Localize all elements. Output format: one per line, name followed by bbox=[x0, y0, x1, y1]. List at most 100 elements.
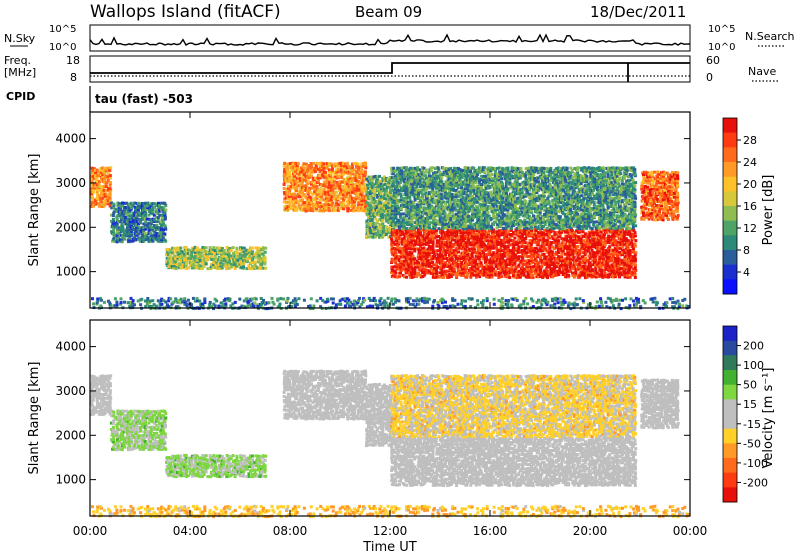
echo-cell bbox=[264, 256, 267, 259]
echo-cell bbox=[453, 265, 456, 268]
echo-cell bbox=[164, 216, 167, 219]
echo-cell bbox=[410, 167, 413, 170]
echo-cell bbox=[557, 239, 560, 242]
echo-cell bbox=[500, 275, 503, 278]
echo-cell bbox=[251, 250, 254, 253]
echo-cell bbox=[190, 253, 193, 256]
echo-cell bbox=[328, 207, 331, 210]
echo-cell bbox=[243, 247, 246, 250]
echo-cell bbox=[453, 268, 456, 271]
echo-cell bbox=[629, 249, 632, 252]
echo-cell bbox=[297, 162, 300, 165]
echo-cell bbox=[422, 243, 425, 246]
echo-cell bbox=[431, 261, 434, 264]
echo-cell bbox=[592, 245, 595, 248]
echo-cell bbox=[485, 258, 488, 261]
nsky-tick-top: 10^5 bbox=[49, 24, 76, 35]
echo-cell bbox=[591, 268, 594, 271]
power-echo-cells bbox=[90, 162, 690, 311]
echo-cell bbox=[378, 175, 381, 178]
echo-cell bbox=[310, 162, 313, 165]
echo-cell bbox=[163, 202, 166, 205]
echo-cell bbox=[179, 247, 182, 250]
echo-cell bbox=[121, 240, 124, 243]
cpid-label: CPID bbox=[6, 90, 35, 103]
echo-cell bbox=[514, 237, 517, 240]
echo-cell bbox=[485, 235, 488, 238]
freq-tick-top: 18 bbox=[66, 54, 80, 67]
echo-cell bbox=[316, 185, 319, 188]
echo-cell bbox=[634, 263, 637, 266]
echo-cell bbox=[427, 248, 430, 251]
echo-cell bbox=[109, 166, 112, 169]
echo-cell bbox=[410, 213, 413, 216]
echo-cell bbox=[413, 248, 416, 251]
echo-cell bbox=[567, 274, 570, 277]
echo-cell bbox=[464, 235, 467, 238]
nave-label: Nave bbox=[748, 65, 776, 78]
echo-cell bbox=[223, 249, 226, 252]
echo-cell bbox=[313, 185, 316, 188]
echo-cell bbox=[283, 183, 286, 186]
echo-cell bbox=[494, 270, 497, 273]
echo-cell bbox=[335, 191, 338, 194]
nsky-strip: N.Sky 10^5 10^0 10^5 10^0 N.Search bbox=[4, 24, 795, 53]
echo-cell bbox=[431, 166, 434, 169]
echo-cell bbox=[254, 261, 257, 264]
echo-cell bbox=[529, 239, 532, 242]
echo-cell bbox=[465, 266, 468, 269]
echo-cell bbox=[364, 170, 367, 173]
nave-tick-bottom: 0 bbox=[706, 71, 713, 84]
echo-cell bbox=[553, 247, 556, 250]
echo-cell bbox=[343, 202, 346, 205]
echo-cell bbox=[232, 246, 235, 249]
echo-cell bbox=[173, 255, 176, 258]
echo-cell bbox=[185, 246, 188, 249]
echo-cell bbox=[296, 207, 299, 210]
echo-cell bbox=[226, 246, 229, 249]
echo-cell bbox=[306, 182, 309, 185]
echo-cell bbox=[137, 236, 140, 239]
echo-cell bbox=[578, 252, 581, 255]
echo-cell bbox=[514, 270, 517, 273]
echo-cell bbox=[497, 276, 500, 279]
echo-cell bbox=[322, 162, 325, 165]
echo-cell bbox=[405, 227, 408, 230]
echo-cell bbox=[442, 276, 445, 279]
echo-cell bbox=[480, 261, 483, 264]
echo-cell bbox=[524, 237, 527, 240]
echo-cell bbox=[432, 264, 435, 267]
echo-cell bbox=[424, 174, 427, 177]
echo-cell bbox=[109, 174, 112, 177]
echo-cell bbox=[634, 234, 637, 237]
echo-cell bbox=[410, 201, 413, 204]
echo-cell bbox=[573, 256, 576, 259]
echo-cell bbox=[94, 203, 97, 206]
echo-cell bbox=[412, 225, 415, 228]
echo-cell bbox=[112, 203, 115, 206]
echo-cell bbox=[162, 220, 165, 223]
echo-cell bbox=[425, 187, 428, 190]
echo-cell bbox=[435, 232, 438, 235]
echo-cell bbox=[163, 239, 166, 242]
echo-cell bbox=[312, 162, 315, 165]
echo-cell bbox=[400, 260, 403, 263]
echo-cell bbox=[564, 242, 567, 245]
echo-cell bbox=[632, 247, 635, 250]
echo-cell bbox=[363, 183, 366, 186]
echo-cell bbox=[634, 276, 637, 279]
echo-cell bbox=[425, 169, 428, 172]
echo-cell bbox=[473, 245, 476, 248]
beam-title: Beam 09 bbox=[355, 3, 422, 21]
nsearch-tick-top: 10^5 bbox=[708, 24, 735, 35]
echo-cell bbox=[357, 163, 360, 166]
echo-cell bbox=[616, 247, 619, 250]
echo-cell bbox=[399, 181, 402, 184]
echo-cell bbox=[634, 243, 637, 246]
echo-cell bbox=[419, 205, 422, 208]
echo-cell bbox=[242, 265, 245, 268]
echo-cell bbox=[318, 209, 321, 212]
echo-cell bbox=[623, 233, 626, 236]
